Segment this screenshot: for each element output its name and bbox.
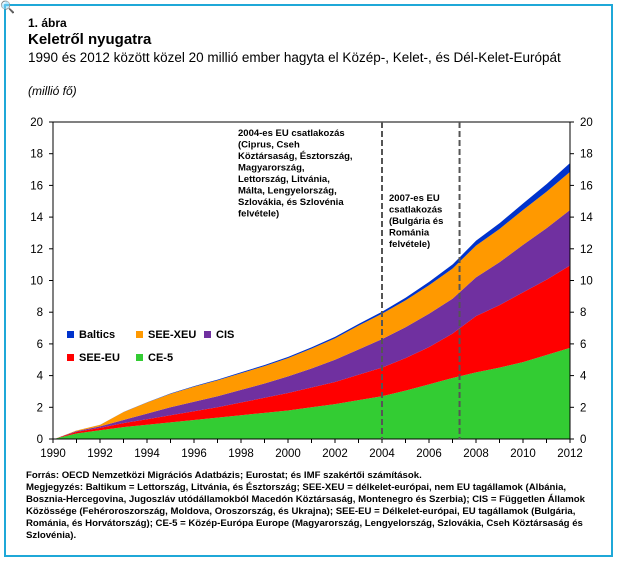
legend: Baltics SEE-XEU CIS SEE-EU CE-5 (67, 329, 234, 364)
legend-swatch-see-xeu (136, 331, 143, 338)
y-tick-label-left: 8 (37, 307, 43, 319)
y-tick-label-left: 4 (37, 371, 44, 383)
x-tick-label: 2008 (463, 448, 489, 460)
legend-label-see-xeu: SEE-XEU (148, 329, 196, 341)
x-axis: 1990 1992 1994 1996 1998 2000 2002 2004 2006 2008… (40, 439, 583, 460)
x-tick-label: 2012 (557, 448, 583, 460)
x-tick-label: 1994 (134, 448, 160, 460)
annotation-eu2004-line: (Ciprus, Cseh (238, 140, 300, 151)
annotation-eu2004-line: Magyarország, (238, 163, 305, 174)
legend-label-ce-5: CE-5 (148, 352, 173, 364)
right-y-axis: 0 2 4 6 8 10 12 14 16 18 20 (570, 117, 593, 446)
y-tick-label-left: 10 (30, 276, 43, 288)
x-tick-label: 1998 (228, 448, 254, 460)
area-see-eu (53, 265, 570, 439)
annotations: 2004-es EU csatlakozás(Ciprus, CsehKöztá… (238, 128, 443, 250)
annotation-eu2007-line: csatlakozás (389, 205, 442, 216)
annotation-eu2007-line: 2007-es EU (389, 193, 440, 204)
magnifier-icon[interactable]: 🔍 (0, 0, 15, 14)
y-tick-label-right: 4 (580, 371, 587, 383)
x-tick-label: 2006 (416, 448, 442, 460)
annotation-eu2004-line: Málta, Lengyelország, (238, 186, 337, 197)
legend-label-baltics: Baltics (79, 329, 115, 341)
annotation-eu2007-line: Románia (389, 228, 430, 239)
source-note: Forrás: OECD Nemzetközi Migrációs Adatbá… (26, 470, 422, 481)
unit-label: (millió fő) (28, 84, 77, 98)
y-tick-label-left: 12 (30, 244, 43, 256)
figure-label: 1. ábra (28, 16, 67, 30)
annotation-eu2004-line: Lettország, Litvánia, (238, 174, 330, 185)
y-tick-label-right: 8 (580, 307, 586, 319)
y-tick-label-right: 16 (580, 180, 593, 192)
eu-accession-lines (381, 122, 461, 439)
y-tick-label-left: 14 (30, 212, 43, 224)
annotation-eu2004-line: Szlovákia, és Szlovénia (238, 197, 344, 208)
left-y-axis: 0 2 4 6 8 10 12 14 16 18 20 (30, 117, 53, 446)
y-tick-label-left: 6 (37, 339, 43, 351)
area-series-group (52, 162, 571, 440)
x-tick-label: 1992 (87, 448, 113, 460)
y-tick-label-right: 12 (580, 244, 593, 256)
stack-top-edge (52, 162, 571, 440)
annotation-eu2004-line: felvétele) (238, 209, 279, 220)
y-tick-label-right: 20 (580, 117, 593, 129)
y-tick-label-left: 16 (30, 180, 43, 192)
legend-swatch-see-eu (67, 354, 74, 361)
x-tick-label: 1996 (181, 448, 207, 460)
annotation-eu2004-line: 2004-es EU csatlakozás (238, 128, 345, 139)
footnotes: Forrás: OECD Nemzetközi Migrációs Adatbá… (26, 470, 606, 542)
legend-swatch-ce-5 (136, 354, 143, 361)
y-tick-label-left: 0 (37, 434, 43, 446)
legend-label-cis: CIS (216, 329, 234, 341)
chart-title: Keletről nyugatra (28, 31, 152, 48)
chart-subtitle: 1990 és 2012 között közel 20 millió embe… (28, 50, 561, 65)
annotation-eu2007-line: felvétele) (389, 239, 430, 250)
y-tick-label-right: 2 (580, 402, 586, 414)
y-tick-label-right: 6 (580, 339, 586, 351)
x-tick-label: 2004 (369, 448, 395, 460)
y-tick-label-left: 18 (30, 149, 43, 161)
annotation-eu2004-line: Köztársaság, Észtország, (238, 151, 353, 162)
area-ce-5 (53, 347, 570, 439)
y-tick-label-right: 18 (580, 149, 593, 161)
annotation-eu2007-line: (Bulgária és (389, 216, 443, 227)
legend-label-see-eu: SEE-EU (79, 352, 120, 364)
legend-swatch-cis (204, 331, 211, 338)
x-tick-label: 2000 (275, 448, 301, 460)
y-tick-label-right: 0 (580, 434, 586, 446)
x-tick-label: 1990 (40, 448, 66, 460)
x-tick-label: 2002 (322, 448, 348, 460)
y-tick-label-right: 14 (580, 212, 593, 224)
y-tick-label-left: 2 (37, 402, 43, 414)
x-tick-label: 2010 (510, 448, 536, 460)
y-tick-label-left: 20 (30, 117, 43, 129)
y-tick-label-right: 10 (580, 276, 593, 288)
legend-swatch-baltics (67, 331, 74, 338)
abbreviation-note: Megjegyzés: Baltikum = Lettország, Litvá… (26, 482, 585, 541)
